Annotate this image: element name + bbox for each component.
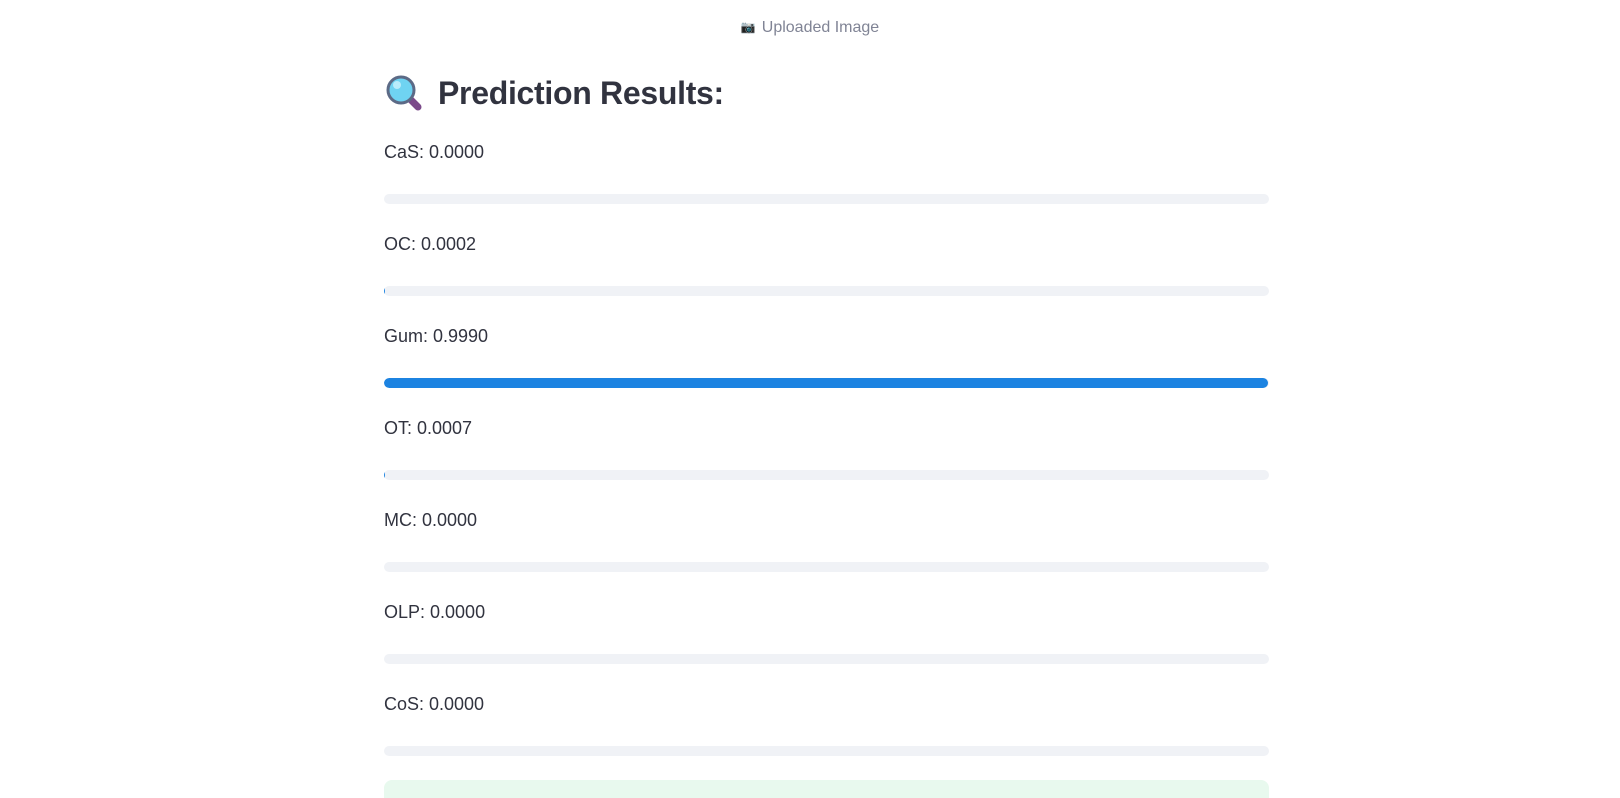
prediction-label: OC: 0.0002 [384,234,477,254]
prediction-label: MC: 0.0000 [384,510,478,530]
prediction-label: Gum: 0.9990 [384,326,489,346]
progress-track [384,378,1269,388]
prediction-row: CoS: 0.0000 [384,690,1269,782]
progress-track [384,194,1269,204]
prediction-label: OT: 0.0007 [384,418,473,438]
progress-track [384,562,1269,572]
magnifying-glass-icon [384,73,424,113]
prediction-label: CoS: 0.0000 [384,694,485,714]
camera-icon: 📷 [740,20,756,34]
prediction-list: CaS: 0.0000 OC: 0.0002 Gum: 0.9990 OT: 0… [384,138,1269,782]
progress-fill [384,378,1269,388]
results-section: Prediction Results: CaS: 0.0000 OC: 0.00… [384,68,1269,798]
prediction-label: CaS: 0.0000 [384,142,485,162]
progress-track [384,286,1269,296]
success-alert [384,780,1269,798]
prediction-row: OT: 0.0007 [384,414,1269,506]
image-caption: 📷 Uploaded Image [0,16,1620,39]
prediction-row: MC: 0.0000 [384,506,1269,598]
heading-text: Prediction Results: [438,74,724,111]
prediction-row: Gum: 0.9990 [384,322,1269,414]
prediction-row: CaS: 0.0000 [384,138,1269,230]
prediction-row: OC: 0.0002 [384,230,1269,322]
progress-fill [384,470,385,480]
progress-track [384,654,1269,664]
progress-track [384,746,1269,756]
prediction-row: OLP: 0.0000 [384,598,1269,690]
progress-track [384,470,1269,480]
page-title: Prediction Results: [384,68,1269,118]
caption-text: Uploaded Image [761,19,880,36]
prediction-label: OLP: 0.0000 [384,602,486,622]
